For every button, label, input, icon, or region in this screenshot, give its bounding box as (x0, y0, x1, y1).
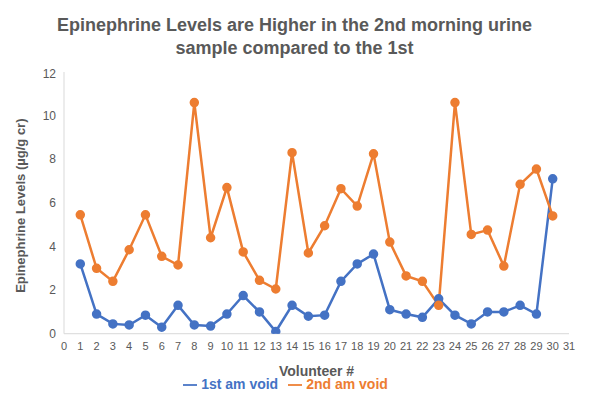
svg-text:13: 13 (270, 340, 282, 352)
svg-text:5: 5 (142, 340, 148, 352)
svg-text:23: 23 (433, 340, 445, 352)
svg-text:25: 25 (465, 340, 477, 352)
svg-text:21: 21 (400, 340, 412, 352)
svg-text:8: 8 (49, 152, 56, 166)
svg-text:16: 16 (319, 340, 331, 352)
svg-text:12: 12 (43, 67, 57, 81)
svg-text:30: 30 (547, 340, 559, 352)
svg-text:14: 14 (286, 340, 298, 352)
svg-text:18: 18 (351, 340, 363, 352)
svg-text:10: 10 (221, 340, 233, 352)
svg-text:8: 8 (191, 340, 197, 352)
svg-text:2: 2 (94, 340, 100, 352)
svg-text:15: 15 (302, 340, 314, 352)
svg-text:1: 1 (77, 340, 83, 352)
svg-text:28: 28 (514, 340, 526, 352)
svg-text:3: 3 (110, 340, 116, 352)
svg-text:Epinephrine Levels (µg/g cr): Epinephrine Levels (µg/g cr) (13, 118, 28, 292)
svg-text:27: 27 (498, 340, 510, 352)
svg-text:6: 6 (159, 340, 165, 352)
svg-text:6: 6 (49, 196, 56, 210)
svg-text:9: 9 (208, 340, 214, 352)
svg-text:19: 19 (367, 340, 379, 352)
svg-text:7: 7 (175, 340, 181, 352)
svg-text:10: 10 (43, 109, 57, 123)
svg-text:31: 31 (563, 340, 575, 352)
html-text:Epinephrine Levels are Higher: Epinephrine Levels are Higher in the 2nd… (57, 15, 532, 58)
svg-text:0: 0 (61, 340, 67, 352)
html-text:1st am void: 1st am void (201, 375, 279, 392)
svg-text:26: 26 (481, 340, 493, 352)
svg-text:29: 29 (530, 340, 542, 352)
svg-text:2: 2 (49, 283, 56, 297)
svg-text:4: 4 (49, 240, 56, 254)
svg-text:11: 11 (237, 340, 248, 352)
svg-text:20: 20 (384, 340, 396, 352)
svg-text:4: 4 (126, 340, 132, 352)
html-text:2nd am void: 2nd am void (306, 375, 388, 392)
svg-text:24: 24 (449, 340, 461, 352)
svg-text:12: 12 (253, 340, 265, 352)
svg-text:17: 17 (335, 340, 347, 352)
svg-text:Volunteer #: Volunteer # (279, 363, 354, 379)
svg-text:0: 0 (49, 327, 56, 341)
svg-text:22: 22 (416, 340, 428, 352)
